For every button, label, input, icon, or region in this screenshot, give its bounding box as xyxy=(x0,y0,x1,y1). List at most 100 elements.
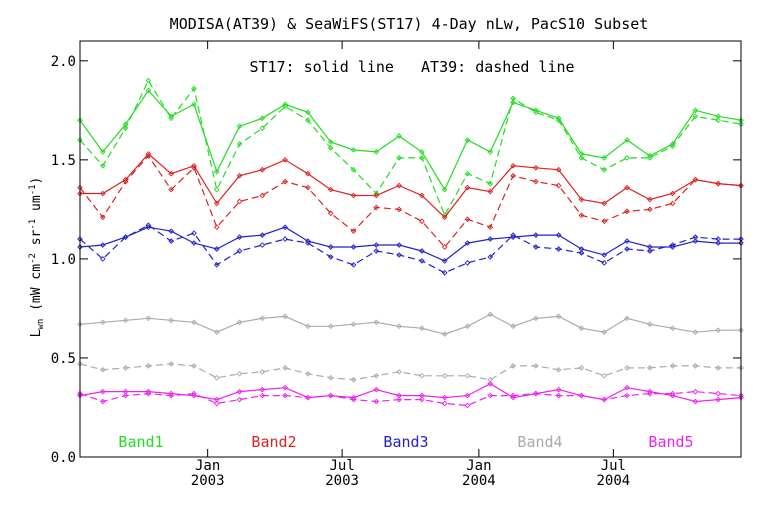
data-point-band4-solid xyxy=(487,311,494,318)
data-point-band1-solid xyxy=(441,186,448,193)
data-point-band4-solid xyxy=(441,331,448,338)
data-point-band1-dashed xyxy=(168,115,175,122)
data-point-band1-dashed xyxy=(510,95,516,102)
data-point-band3-dashed xyxy=(327,254,334,260)
data-point-band4-dashed xyxy=(213,374,220,381)
data-point-band2-dashed xyxy=(77,184,83,191)
data-point-band2-solid xyxy=(282,157,288,163)
data-point-band2-solid xyxy=(441,214,448,221)
series-band4-solid-line xyxy=(79,313,741,335)
data-point-band3-dashed xyxy=(168,238,175,244)
data-point-band3-dashed xyxy=(350,262,357,268)
data-point-band3-solid xyxy=(282,224,288,231)
data-point-band1-dashed xyxy=(99,162,106,169)
data-point-band3-dashed xyxy=(373,248,380,254)
data-point-band5-dashed xyxy=(419,396,425,403)
data-point-band1-dashed xyxy=(350,166,357,173)
data-point-band1-dashed xyxy=(327,145,334,151)
y-axis-label-mid1: sr xyxy=(29,229,44,253)
data-point-band1-dashed xyxy=(145,77,152,84)
data-point-band1-dashed xyxy=(236,141,243,147)
y-axis-label-exp3: -1 xyxy=(28,184,38,195)
data-point-band4-solid xyxy=(259,315,266,322)
data-point-band2-dashed xyxy=(122,178,129,185)
data-point-band4-solid xyxy=(692,329,699,336)
y-axis-label: Lwn (mW cm-2 sr-1 um-1) xyxy=(28,177,46,338)
data-point-band1-solid xyxy=(555,115,562,122)
data-point-band5-dashed xyxy=(99,398,106,405)
y-axis-label-rest: (mW cm xyxy=(29,264,44,311)
data-point-band3-dashed xyxy=(646,248,653,254)
data-point-band1-dashed xyxy=(191,85,197,92)
data-point-band5-dashed xyxy=(487,392,494,399)
data-point-band3-solid xyxy=(624,238,630,244)
data-point-band5-solid xyxy=(555,386,562,393)
data-point-band5-dashed xyxy=(168,392,175,399)
data-point-band2-dashed xyxy=(282,178,288,185)
data-point-band4-dashed xyxy=(145,363,152,369)
series-band5-dashed-line xyxy=(79,390,742,407)
data-point-band2-dashed xyxy=(191,164,197,171)
data-point-band5-solid xyxy=(396,392,402,399)
data-point-band5-dashed xyxy=(191,390,197,397)
x-tick-label-year: 2004 xyxy=(462,473,496,489)
series-band1-solid-line xyxy=(79,89,742,191)
data-point-band2-dashed xyxy=(236,198,243,205)
data-point-band1-dashed xyxy=(213,186,220,193)
data-point-band5-dashed xyxy=(601,396,608,403)
data-point-band2-dashed xyxy=(441,244,448,250)
data-point-band5-solid xyxy=(738,394,744,401)
data-point-band3-dashed xyxy=(213,262,220,268)
data-point-band1-solid xyxy=(419,149,425,155)
data-point-band1-dashed xyxy=(282,103,288,110)
series-band2-dashed-line xyxy=(79,154,742,248)
series-band2-solid-line xyxy=(80,153,742,219)
data-point-band5-dashed xyxy=(441,400,448,407)
data-point-band2-solid xyxy=(646,196,653,203)
data-point-band5-solid xyxy=(715,396,722,403)
data-point-band4-dashed xyxy=(191,363,197,369)
series-band3-solid-line xyxy=(79,226,741,262)
data-point-band5-dashed xyxy=(715,390,722,397)
data-point-band4-dashed xyxy=(533,363,539,369)
data-point-band5-solid xyxy=(487,380,494,387)
data-point-band3-solid xyxy=(646,244,653,250)
data-point-band3-solid xyxy=(236,234,243,240)
data-point-band3-solid xyxy=(715,240,722,246)
data-point-band3-dashed xyxy=(441,269,448,276)
data-point-band2-solid xyxy=(213,200,220,207)
plot-frame xyxy=(79,40,742,458)
data-point-band4-dashed xyxy=(350,376,357,383)
data-point-band2-solid xyxy=(77,190,83,197)
data-point-band5-solid xyxy=(624,384,630,391)
data-point-band3-solid xyxy=(578,246,585,252)
data-point-band2-solid xyxy=(191,162,197,169)
data-point-band2-solid xyxy=(624,184,630,191)
data-point-band4-dashed xyxy=(327,374,334,381)
data-point-band1-solid xyxy=(350,147,357,153)
data-point-band1-dashed xyxy=(259,125,266,131)
y-axis-label-end: ) xyxy=(29,177,44,185)
data-point-band4-solid xyxy=(510,323,516,330)
data-point-band4-dashed xyxy=(77,361,83,367)
y-axis-label-mid2: um xyxy=(29,195,44,219)
data-point-band2-dashed xyxy=(213,224,220,231)
data-point-band4-solid xyxy=(396,323,402,330)
data-point-band3-dashed xyxy=(99,256,106,262)
data-point-band1-solid xyxy=(533,107,539,114)
data-point-band3-dashed xyxy=(145,222,152,229)
data-point-band1-dashed xyxy=(487,180,494,187)
data-point-band4-solid xyxy=(669,325,676,332)
data-point-band4-solid xyxy=(191,319,197,326)
data-point-band1-dashed xyxy=(396,155,402,161)
data-point-band3-dashed xyxy=(396,252,402,258)
y-axis-label-exp2: -1 xyxy=(28,219,38,230)
data-point-band1-solid xyxy=(646,153,653,159)
data-point-band3-solid xyxy=(327,244,334,250)
data-point-band1-dashed xyxy=(419,155,425,161)
data-point-band2-dashed xyxy=(350,228,357,235)
data-point-band5-dashed xyxy=(77,390,83,397)
data-point-band4-solid xyxy=(327,323,334,330)
data-point-band3-solid xyxy=(510,234,516,240)
data-point-band4-solid xyxy=(373,319,380,326)
